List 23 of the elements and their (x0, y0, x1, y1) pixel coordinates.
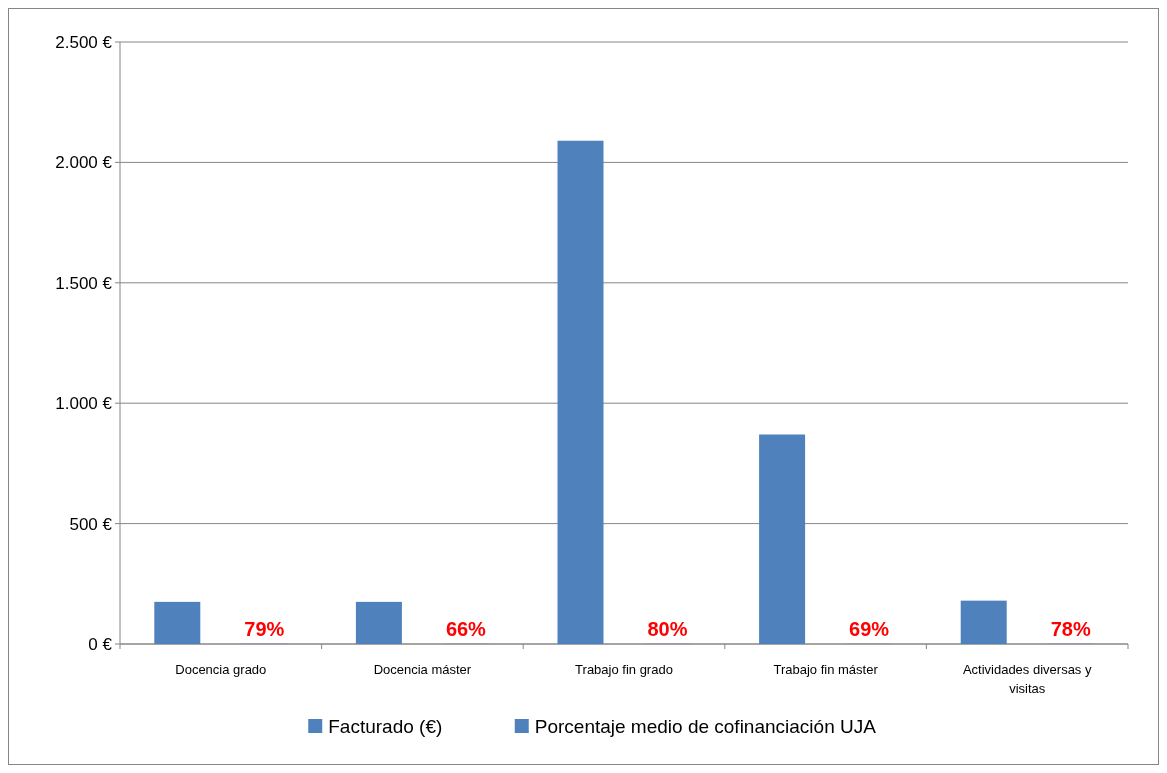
data-label: 69% (849, 617, 890, 640)
y-tick-label: 2.000 € (55, 153, 113, 173)
y-tick-label: 0 € (88, 634, 113, 654)
data-label: 79% (244, 617, 285, 640)
data-label: 78% (1050, 617, 1091, 640)
y-tick-label: 1.500 € (55, 273, 113, 293)
bar (154, 601, 201, 644)
legend-label: Porcentaje medio de cofinanciación UJA (534, 715, 877, 737)
bar (557, 140, 604, 644)
x-tick-label: Actividades diversas y visitas (962, 662, 1092, 696)
data-label: 80% (647, 617, 688, 640)
legend-label: Facturado (€) (328, 715, 443, 737)
x-tick-label: Trabajo fin grado (575, 662, 673, 677)
x-tick-label: Docencia máster (373, 662, 472, 677)
y-tick-label: 2.500 € (55, 32, 113, 52)
y-tick-label: 500 € (69, 514, 113, 534)
bar (759, 434, 806, 644)
y-tick-label: 1.000 € (55, 394, 113, 414)
bar (960, 600, 1007, 644)
data-label: 66% (445, 617, 487, 640)
x-tick-label: Trabajo fin máster (773, 662, 879, 677)
bar (355, 601, 402, 644)
x-tick-label: Docencia grado (175, 662, 267, 677)
